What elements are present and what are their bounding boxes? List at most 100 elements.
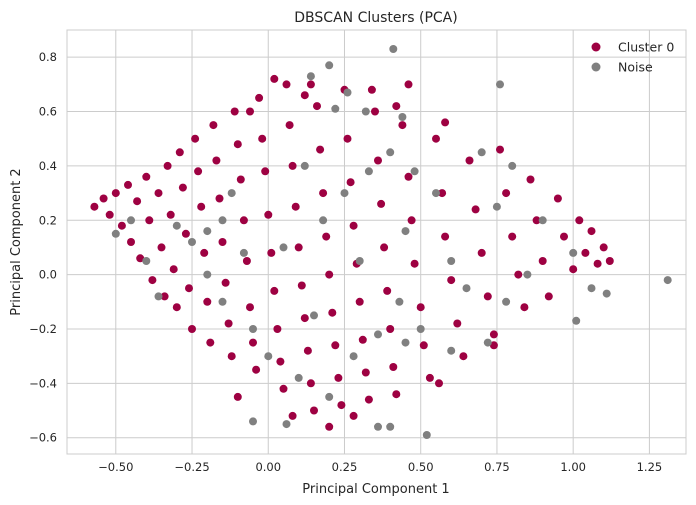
cluster-0-point xyxy=(560,232,568,241)
cluster-0-point xyxy=(300,314,309,323)
cluster-0-point xyxy=(380,243,389,252)
cluster-0-point xyxy=(337,401,346,410)
noise-point xyxy=(508,161,517,170)
cluster-0-point xyxy=(361,368,370,377)
cluster-0-point xyxy=(520,303,529,312)
noise-point xyxy=(310,311,318,320)
cluster-0-point xyxy=(282,80,291,89)
cluster-0-point xyxy=(279,384,288,393)
noise-point xyxy=(602,289,611,298)
cluster-0-point xyxy=(258,134,267,143)
cluster-0-point xyxy=(386,325,395,333)
noise-point xyxy=(203,270,212,279)
cluster-0-point xyxy=(127,238,135,246)
cluster-0-point xyxy=(325,422,334,431)
x-tick-label: −0.50 xyxy=(98,460,133,474)
noise-point xyxy=(361,107,370,116)
noise-point xyxy=(395,297,404,306)
cluster-0-point xyxy=(276,357,285,366)
cluster-0-point xyxy=(270,286,279,295)
x-axis-title: Principal Component 1 xyxy=(302,482,449,497)
noise-point xyxy=(239,248,248,257)
cluster-0-point xyxy=(246,107,254,116)
cluster-0-point xyxy=(90,202,99,211)
noise-point xyxy=(569,248,578,257)
cluster-0-point xyxy=(233,392,242,401)
cluster-0-point xyxy=(569,265,578,274)
cluster-0-point xyxy=(194,167,203,176)
x-tick-label: 1.00 xyxy=(560,460,586,474)
x-tick-label: 1.25 xyxy=(637,460,663,474)
cluster-0-point xyxy=(178,183,187,192)
cluster-0-point xyxy=(383,286,392,295)
cluster-0-point xyxy=(117,221,126,230)
cluster-0-point xyxy=(389,363,398,371)
cluster-0-point xyxy=(288,411,297,420)
cluster-0-point xyxy=(288,161,297,170)
cluster-0-point xyxy=(160,292,169,301)
cluster-0-point xyxy=(157,243,166,252)
cluster-0-point xyxy=(185,284,193,293)
cluster-0-point xyxy=(331,341,340,350)
noise-point xyxy=(218,216,227,225)
x-tick-label: −0.25 xyxy=(174,460,209,474)
noise-point xyxy=(401,338,410,347)
noise-point xyxy=(218,297,227,306)
cluster-0-point xyxy=(325,270,334,279)
cluster-0-point xyxy=(306,80,315,89)
cluster-0-point xyxy=(587,227,596,236)
cluster-0-point xyxy=(233,140,242,149)
cluster-0-point xyxy=(285,121,294,130)
cluster-0-point xyxy=(432,134,440,143)
cluster-0-point xyxy=(310,406,318,415)
legend-label-noise: Noise xyxy=(618,60,653,75)
cluster-0-point xyxy=(236,175,245,184)
cluster-0-point xyxy=(163,161,172,170)
y-tick-label: −0.6 xyxy=(29,431,57,445)
noise-point xyxy=(492,202,501,211)
noise-point xyxy=(422,431,431,439)
noise-point xyxy=(249,417,257,426)
cluster-0-point xyxy=(514,270,523,279)
legend-label-cluster-0: Cluster 0 xyxy=(618,40,674,55)
cluster-0-point xyxy=(267,248,276,257)
cluster-0-point xyxy=(209,121,218,130)
cluster-0-point xyxy=(191,134,200,143)
cluster-0-point xyxy=(249,338,257,347)
y-tick-label: 0.8 xyxy=(39,50,57,64)
cluster-0-point xyxy=(575,216,584,225)
cluster-0-point xyxy=(105,210,114,219)
cluster-0-point xyxy=(172,303,181,312)
cluster-0-point xyxy=(246,303,254,312)
cluster-0-point xyxy=(169,265,178,274)
noise-point xyxy=(300,161,309,170)
noise-point xyxy=(249,325,257,333)
cluster-0-point xyxy=(203,297,212,306)
cluster-0-point xyxy=(343,134,352,143)
noise-point xyxy=(502,297,511,306)
cluster-0-point xyxy=(599,243,608,252)
cluster-0-point xyxy=(465,156,474,165)
cluster-0-point xyxy=(483,292,492,301)
noise-point xyxy=(227,189,236,198)
cluster-0-point xyxy=(212,156,221,165)
cluster-0-point xyxy=(441,118,450,127)
noise-point xyxy=(331,104,340,113)
cluster-0-point xyxy=(435,379,443,388)
cluster-0-point xyxy=(425,373,434,382)
y-tick-label: −0.2 xyxy=(29,322,57,336)
noise-point xyxy=(416,325,425,333)
cluster-0-point xyxy=(270,74,279,83)
legend-marker-cluster-0 xyxy=(591,42,601,52)
noise-point xyxy=(374,330,382,339)
cluster-0-point xyxy=(319,189,328,198)
noise-point xyxy=(477,148,486,157)
cluster-0-point xyxy=(581,248,590,257)
noise-points xyxy=(111,45,672,439)
noise-point xyxy=(483,338,492,347)
cluster-0-point xyxy=(148,276,157,285)
noise-point xyxy=(386,422,395,431)
x-tick-labels: −0.50 −0.25 0.00 0.25 0.50 0.75 1.00 1.25 xyxy=(98,460,662,474)
cluster-0-point xyxy=(489,341,498,350)
